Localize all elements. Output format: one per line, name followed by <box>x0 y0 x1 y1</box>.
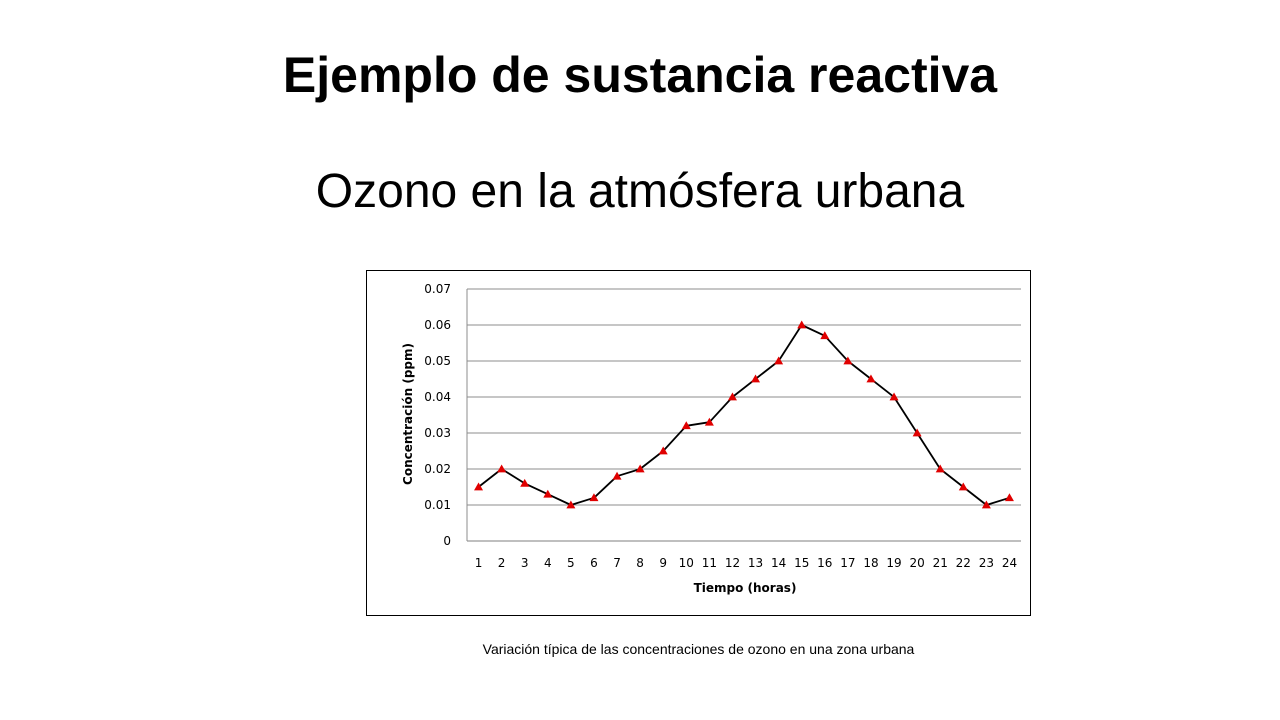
y-tick-label: 0.04 <box>424 390 451 404</box>
x-tick-label: 2 <box>498 556 506 570</box>
x-tick-label: 17 <box>840 556 855 570</box>
data-point-marker <box>774 356 784 365</box>
x-tick-label: 15 <box>794 556 809 570</box>
x-tick-label: 19 <box>886 556 901 570</box>
series-line <box>477 324 1010 506</box>
series-layer <box>474 320 1014 509</box>
data-point-marker <box>589 493 599 502</box>
y-tick-label: 0.05 <box>424 354 451 368</box>
x-tick-label: 14 <box>771 556 786 570</box>
x-tick-label: 23 <box>979 556 994 570</box>
data-point-marker <box>497 464 507 473</box>
gridlines <box>466 288 1021 542</box>
data-point-marker <box>612 471 622 480</box>
x-tick-label: 22 <box>956 556 971 570</box>
x-tick-label: 21 <box>933 556 948 570</box>
y-tick-label: 0.07 <box>424 282 451 296</box>
x-tick-label: 12 <box>725 556 740 570</box>
x-tick-label: 11 <box>702 556 717 570</box>
x-tick-label: 5 <box>567 556 575 570</box>
x-tick-label: 3 <box>521 556 529 570</box>
figure-caption: Variación típica de las concentraciones … <box>482 641 915 657</box>
x-tick-label: 16 <box>817 556 832 570</box>
data-point-marker <box>820 331 830 340</box>
data-point-marker <box>520 478 530 487</box>
slide-subtitle: Ozono en la atmósfera urbana <box>315 165 965 218</box>
x-tick-labels: 1 2 3 4 5 6 7 8 9 10 11 12 13 14 15 16 17 18 19 20 21 22 23 24 <box>475 556 1017 570</box>
data-point-marker <box>797 320 807 329</box>
data-point-marker <box>935 464 945 473</box>
x-tick-label: 1 <box>475 556 483 570</box>
slide-title: Ejemplo de sustancia reactiva <box>282 47 998 103</box>
data-point-marker <box>681 421 691 430</box>
x-axis-title: Tiempo (horas) <box>694 581 797 595</box>
y-axis-title: Concentración (ppm) <box>401 343 415 485</box>
data-point-marker <box>1004 493 1014 502</box>
data-point-marker <box>566 500 576 509</box>
x-tick-label: 8 <box>636 556 644 570</box>
x-tick-label: 13 <box>748 556 763 570</box>
data-point-marker <box>635 464 645 473</box>
y-tick-label: 0 <box>443 534 451 548</box>
data-point-marker <box>727 392 737 401</box>
data-point-marker <box>866 374 876 383</box>
data-point-marker <box>958 482 968 491</box>
y-tick-label: 0.03 <box>424 426 451 440</box>
data-point-marker <box>474 482 484 491</box>
y-tick-label: 0.06 <box>424 318 451 332</box>
x-tick-label: 20 <box>909 556 924 570</box>
x-tick-label: 7 <box>613 556 621 570</box>
data-point-marker <box>981 500 991 509</box>
data-point-marker <box>543 489 553 498</box>
x-tick-label: 18 <box>863 556 878 570</box>
data-point-marker <box>843 356 853 365</box>
x-tick-label: 10 <box>679 556 694 570</box>
data-point-marker <box>751 374 761 383</box>
data-point-marker <box>889 392 899 401</box>
y-tick-label: 0.02 <box>424 462 451 476</box>
data-point-marker <box>912 428 922 437</box>
x-tick-label: 9 <box>659 556 667 570</box>
x-tick-label: 24 <box>1002 556 1017 570</box>
data-point-marker <box>658 446 668 455</box>
x-tick-label: 4 <box>544 556 552 570</box>
y-tick-label: 0.01 <box>424 498 451 512</box>
y-tick-labels: 0 0.01 0.02 0.03 0.04 0.05 0.06 0.07 <box>424 282 451 548</box>
data-point-marker <box>704 417 714 426</box>
x-tick-label: 6 <box>590 556 598 570</box>
